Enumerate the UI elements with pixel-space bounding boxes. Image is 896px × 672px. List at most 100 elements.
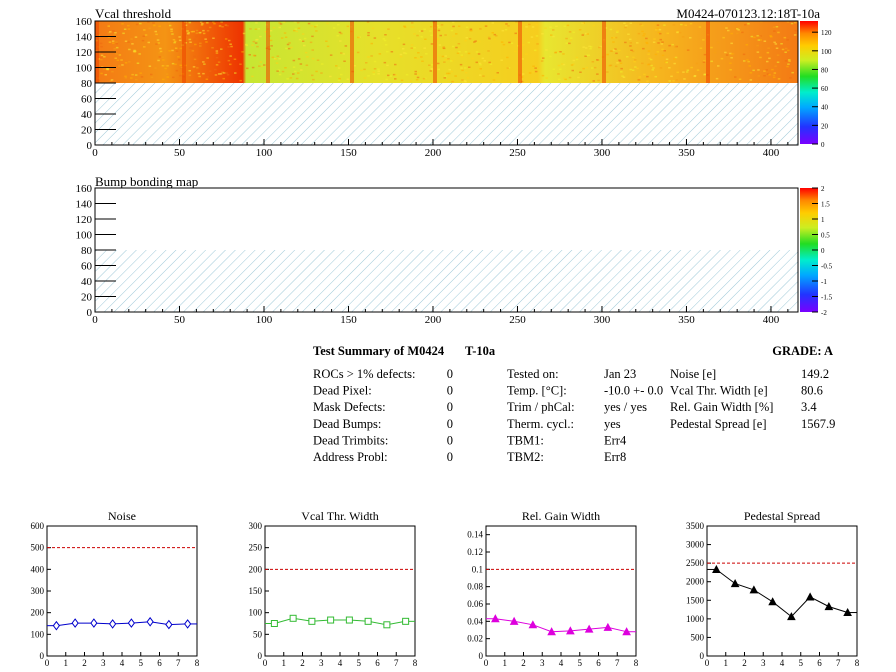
map-pixel [197,72,201,75]
map-pixel [367,56,370,58]
threshold-colorbar-ticks: 0 20 40 60 80 100 120 [812,29,832,149]
x-tick-label: 2 [300,658,305,668]
map-pixel [565,37,568,40]
map-pixel [384,44,388,46]
map-pixel [690,66,693,69]
colorbar-tick-label: 1 [821,216,825,224]
map-pixel [186,40,189,42]
map-pixel [269,39,273,42]
map-pixel [572,59,576,62]
data-point [289,614,297,622]
map-pixel [257,28,261,30]
x-tick-label: 0 [92,147,98,159]
map-pixel [545,49,548,51]
map-pixel [702,39,705,41]
map-pixel [689,22,693,25]
map-pixel [168,24,172,27]
map-pixel [672,24,676,26]
map-pixel [387,74,390,77]
map-pixel [568,76,572,79]
summary-value: 149.2 [801,367,829,381]
map-pixel [127,24,130,27]
map-pixel [179,47,182,50]
y-tick-label: 0.06 [467,599,483,609]
map-pixel [715,77,719,80]
chart-title: Noise [108,509,136,523]
map-pixel [185,34,188,36]
summary-label: Dead Pixel: [313,384,372,398]
map-pixel [671,43,674,46]
map-pixel [668,44,671,47]
map-pixel [533,49,537,52]
map-pixel [213,22,216,25]
test-summary: Test Summary of M0424 T-10a GRADE: A ROC… [313,344,835,464]
map-pixel [189,41,192,43]
map-pixel [584,55,587,57]
x-tick-label: 0 [705,658,710,668]
y-tick-label: 250 [249,543,263,553]
map-pixel [658,28,662,31]
map-pixel [338,77,341,80]
map-pixel [722,36,725,39]
map-pixel [766,73,770,75]
y-tick-label: 1000 [686,614,705,624]
map-pixel [739,31,742,33]
x-tick-label: 350 [678,147,695,159]
map-pixel [747,23,750,25]
map-pixel [431,68,434,71]
data-point [165,619,173,630]
y-tick-label: 80 [81,78,93,90]
map-pixel [202,61,205,63]
map-pixel [397,37,401,39]
y-tick-label: 120 [76,214,93,226]
x-tick-label: 6 [817,658,822,668]
map-pixel [152,22,155,24]
map-pixel [630,49,633,51]
summary-value: 0 [447,417,453,431]
map-pixel [315,24,318,26]
map-pixel [303,37,307,40]
map-pixel [725,54,729,56]
map-pixel [629,22,633,24]
map-pixel [461,69,464,72]
data-point [52,620,60,631]
chart-3: Rel. Gain Width 0 1 2 3 4 5 6 7 8 0 0.02 0.04 0.06 0.0… [467,509,639,668]
summary-value: Err4 [604,433,627,447]
map-pixel [561,63,564,65]
threshold-colorbar [800,21,818,144]
map-pixel [514,32,517,35]
map-pixel [451,21,455,24]
x-tick-label: 6 [157,658,162,668]
map-pixel [329,75,332,78]
map-pixel [305,64,309,66]
map-pixel [277,69,281,71]
map-pixel [448,68,451,71]
map-pixel [184,24,188,26]
map-pixel [239,79,242,82]
map-pixel [636,42,639,44]
map-pixel [618,49,621,52]
map-pixel [793,34,797,36]
map-pixel [239,63,242,65]
map-pixel [759,39,762,41]
map-pixel [531,26,535,28]
map-pixel [191,50,195,52]
x-tick-label: 6 [375,658,380,668]
map-pixel [468,66,471,68]
map-pixel [786,39,789,41]
map-pixel [568,42,571,45]
map-pixel [460,67,463,69]
map-pixel [159,47,162,50]
map-pixel [166,65,169,67]
map-pixel [479,28,482,30]
map-pixel [572,63,575,65]
map-pixel [187,31,190,34]
map-pixel [418,30,422,32]
map-pixel [180,66,183,69]
map-pixel [214,74,218,76]
map-pixel [464,39,467,42]
map-pixel [612,49,616,51]
map-pixel [199,45,202,47]
map-pixel [363,77,367,79]
map-pixel [420,30,424,32]
